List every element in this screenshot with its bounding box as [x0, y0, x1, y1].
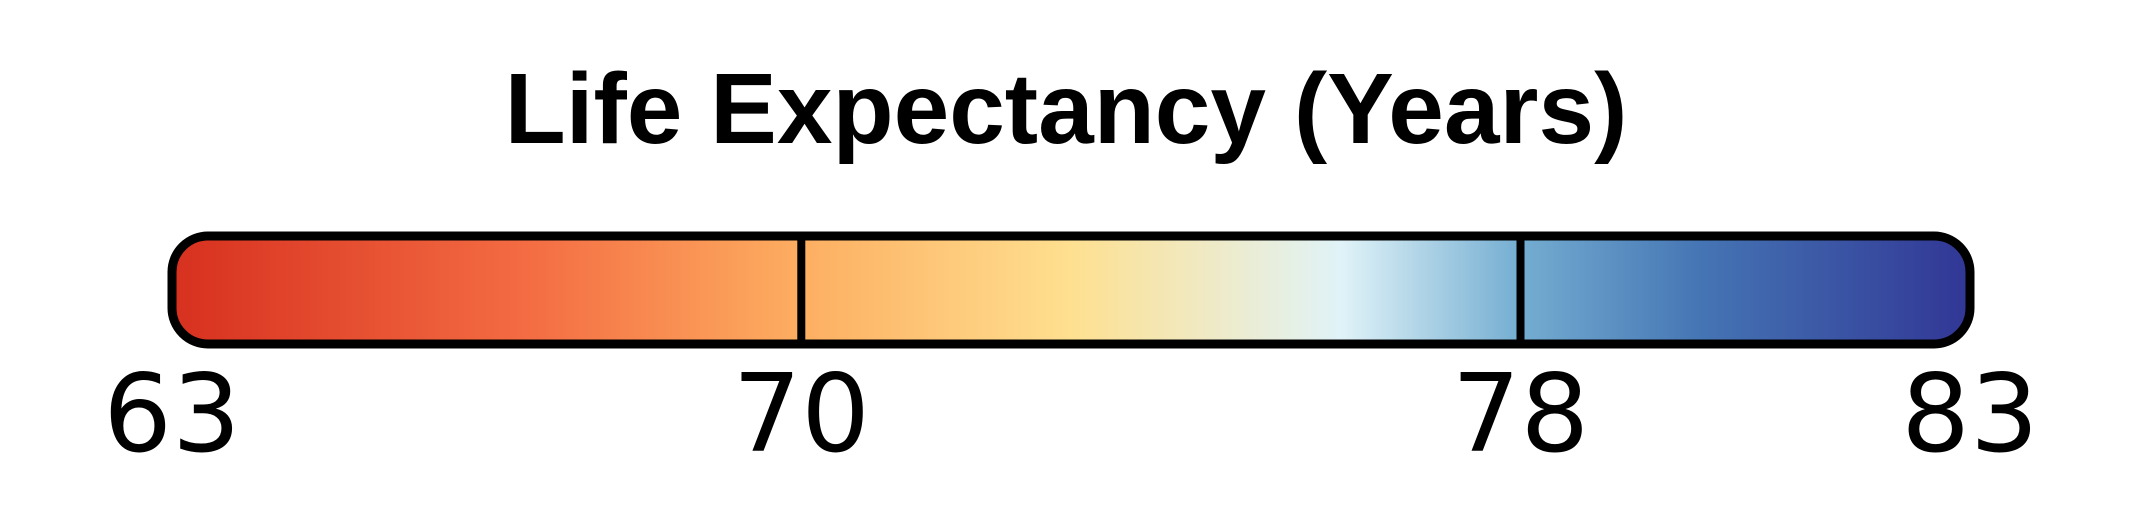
legend-title: Life Expectancy (Years): [504, 53, 1628, 165]
tick-label: 83: [1901, 352, 2038, 477]
tick-label: 63: [103, 352, 240, 477]
colorbar-dividers: [797, 236, 1525, 344]
colorbar-bar: [167, 231, 1975, 349]
colorbar-tick-labels: 63 70 78 83: [103, 352, 2038, 477]
tick-label: 78: [1452, 352, 1589, 477]
tick-label: 70: [733, 352, 870, 477]
